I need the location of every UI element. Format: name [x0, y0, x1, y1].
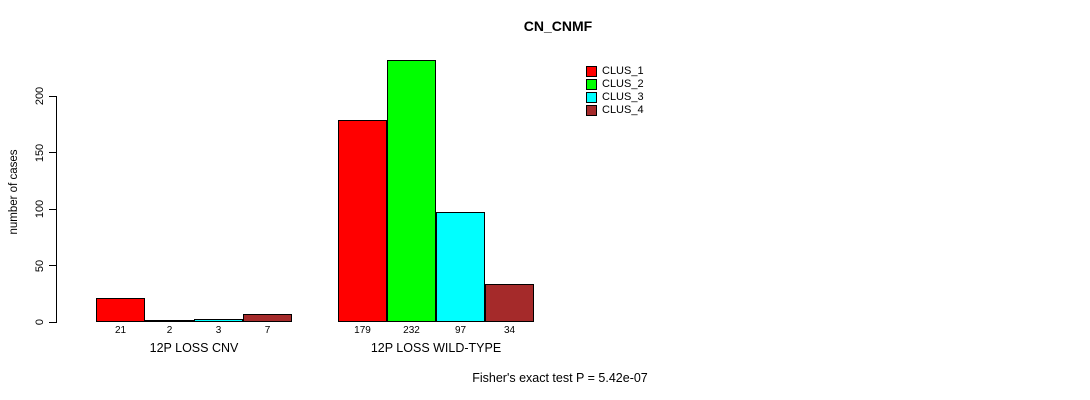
bar-value-label: 3 — [215, 325, 222, 336]
bar-value-label: 7 — [264, 325, 271, 336]
y-axis-tick — [49, 321, 56, 323]
legend-item-label: CLUS_3 — [602, 91, 644, 103]
y-axis-tick — [49, 265, 56, 266]
bar-value-label: 21 — [114, 325, 127, 336]
legend-color-swatch — [586, 92, 597, 103]
bar-value-label: 97 — [454, 325, 467, 336]
bar-value-label: 34 — [503, 325, 516, 336]
legend-item-label: CLUS_1 — [602, 65, 644, 77]
bar-value-label: 179 — [354, 325, 371, 336]
bar-clus_2 — [387, 59, 436, 322]
legend-item-label: CLUS_2 — [602, 78, 644, 90]
y-axis-label: number of cases — [8, 149, 20, 235]
y-axis-tick-label: 50 — [34, 259, 46, 272]
y-axis-tick — [49, 152, 56, 153]
bar-value-label: 2 — [166, 325, 173, 336]
y-axis-tick-label: 100 — [34, 199, 46, 219]
y-axis-tick-label: 150 — [34, 143, 46, 162]
bar-clus_1 — [338, 119, 387, 322]
chart-title: CN_CNMF — [523, 18, 593, 34]
y-axis-tick — [49, 95, 56, 97]
bar-clus_4 — [485, 283, 534, 322]
y-axis-tick-label: 0 — [34, 318, 46, 326]
legend-color-swatch — [586, 79, 597, 90]
group-label: 12P LOSS CNV — [149, 341, 239, 355]
bar-clus_4 — [243, 314, 292, 322]
bar-clus_1 — [96, 298, 145, 322]
bar-value-label: 232 — [403, 325, 420, 336]
annotation-fisher-test: Fisher's exact test P = 5.42e-07 — [472, 371, 648, 385]
group-label: 12P LOSS WILD-TYPE — [370, 341, 502, 355]
y-axis-tick-label: 200 — [34, 86, 46, 106]
legend-color-swatch — [586, 105, 597, 116]
bar-clus_3 — [436, 212, 485, 322]
y-axis-line — [56, 96, 57, 323]
y-axis-tick — [49, 208, 56, 210]
legend-item-label: CLUS_4 — [602, 104, 644, 116]
bar-clus_2 — [145, 319, 194, 322]
legend-color-swatch — [586, 66, 597, 77]
bar-clus_3 — [194, 318, 243, 322]
